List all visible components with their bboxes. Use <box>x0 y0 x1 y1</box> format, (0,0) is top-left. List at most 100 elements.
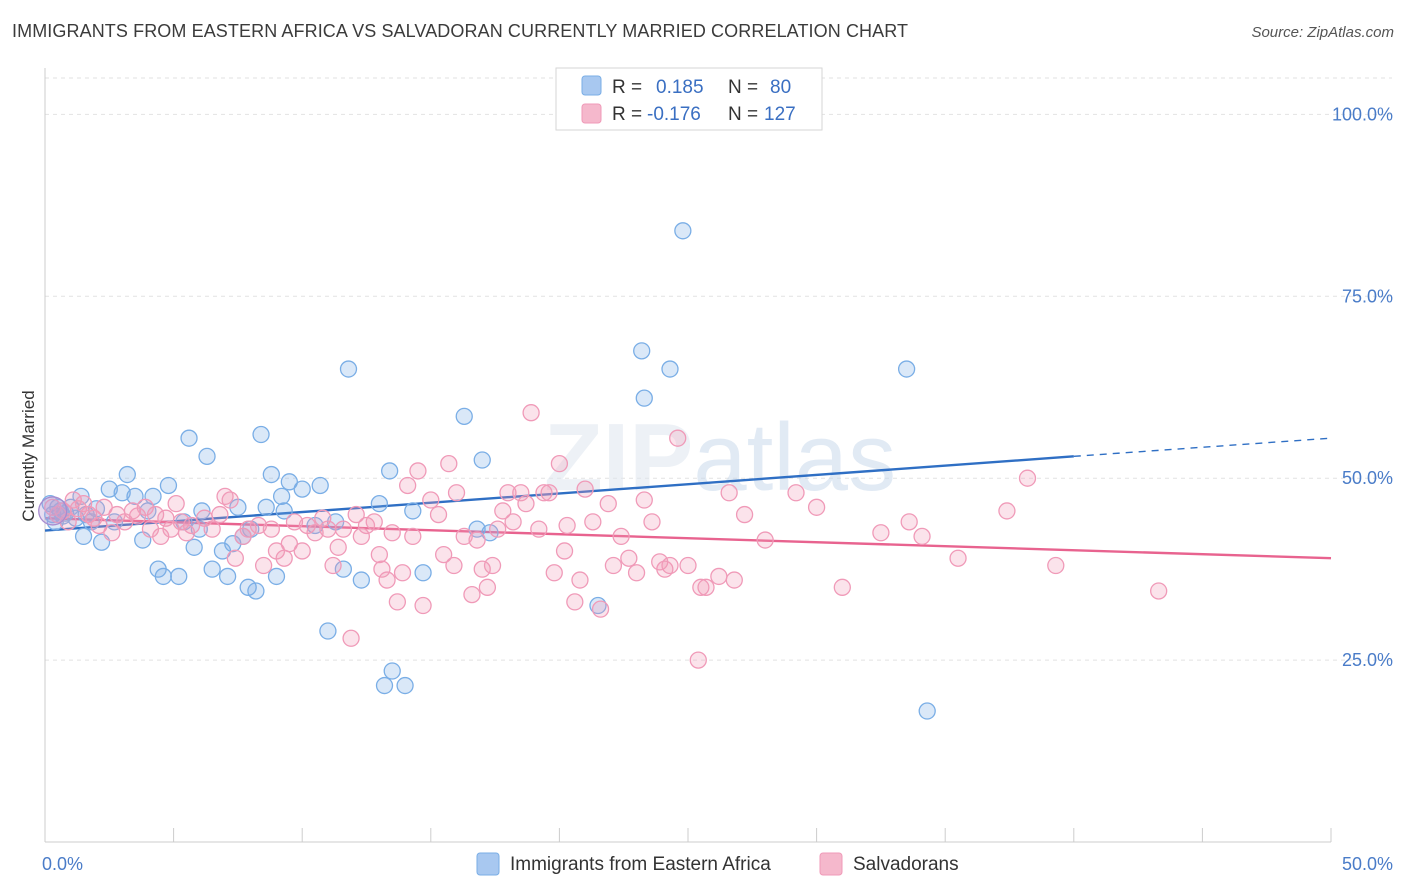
data-point <box>555 542 574 560</box>
data-point <box>180 429 198 447</box>
data-point <box>314 509 332 527</box>
data-point <box>489 520 507 538</box>
data-point <box>154 567 172 586</box>
data-point <box>306 524 324 542</box>
data-point <box>473 451 491 469</box>
data-point <box>635 389 653 407</box>
data-point <box>504 513 522 531</box>
data-point <box>172 513 190 531</box>
data-point <box>627 564 646 582</box>
data-point <box>380 462 399 480</box>
x-tick-label-right: 50.0% <box>1342 854 1393 874</box>
data-point <box>566 593 584 611</box>
data-point <box>123 502 142 520</box>
legend-r-label-2: R = <box>612 104 642 125</box>
data-point <box>473 560 491 578</box>
legend-swatch-pink <box>581 103 602 124</box>
legend-r-value-2: -0.176 <box>647 104 701 125</box>
data-point <box>1047 556 1065 575</box>
data-point <box>422 491 440 509</box>
data-point <box>74 527 93 546</box>
x-tick-label-left: 0.0% <box>42 854 83 874</box>
data-point <box>679 556 697 575</box>
trend-line-0 <box>44 455 1074 532</box>
data-point <box>280 535 298 553</box>
data-point <box>293 542 311 560</box>
data-point <box>247 582 265 600</box>
data-point <box>463 585 481 604</box>
data-point <box>540 484 558 502</box>
data-point <box>913 527 931 546</box>
data-point <box>643 513 661 531</box>
data-point <box>203 560 221 578</box>
data-point <box>275 549 293 567</box>
data-point <box>293 480 311 498</box>
data-point <box>445 556 463 575</box>
data-point <box>612 527 630 546</box>
data-point <box>95 498 113 516</box>
data-point <box>787 484 805 502</box>
data-point <box>897 360 916 378</box>
data-point <box>697 578 715 596</box>
data-point <box>342 629 360 647</box>
data-point <box>522 404 540 422</box>
data-point <box>478 578 497 596</box>
data-point <box>239 520 257 538</box>
data-point <box>370 495 389 513</box>
data-point <box>126 487 144 506</box>
data-point <box>159 476 178 495</box>
data-point <box>604 556 623 575</box>
data-point <box>226 549 244 567</box>
data-point <box>146 505 165 524</box>
data-point <box>352 571 371 589</box>
data-point <box>329 538 347 556</box>
legend-n-value-2: 127 <box>764 104 796 125</box>
data-point <box>661 360 679 378</box>
data-point <box>262 520 280 538</box>
data-point <box>118 465 136 484</box>
data-point <box>447 484 466 502</box>
data-point <box>512 484 530 502</box>
data-point <box>396 676 414 695</box>
legend-n-label-1: N = <box>728 77 758 98</box>
data-point <box>833 578 851 596</box>
data-point <box>352 527 371 546</box>
data-point <box>571 571 589 589</box>
y-tick-label: 100.0% <box>1332 104 1393 124</box>
data-point <box>319 520 337 538</box>
data-point <box>545 564 563 582</box>
data-point <box>669 429 687 447</box>
legend-n-label-2: N = <box>728 104 758 125</box>
data-point <box>249 516 268 535</box>
data-point <box>674 222 692 240</box>
data-point <box>404 527 422 546</box>
data-point <box>64 491 82 509</box>
data-point <box>254 556 273 575</box>
y-axis-title: Currently Married <box>19 390 38 521</box>
data-point <box>599 495 617 513</box>
legend-bottom-label-1: Immigrants from Eastern Africa <box>510 854 771 875</box>
data-point <box>185 538 203 556</box>
data-point <box>1150 582 1168 600</box>
data-point <box>59 513 77 531</box>
data-point <box>455 527 473 546</box>
data-point <box>661 556 679 575</box>
data-point <box>285 513 304 531</box>
chart-title: IMMIGRANTS FROM EASTERN AFRICA VS SALVAD… <box>12 21 909 41</box>
y-tick-labels: 25.0% 50.0% 75.0% 100.0% <box>1332 104 1393 670</box>
data-point <box>198 447 216 466</box>
data-point <box>365 513 383 531</box>
data-point <box>272 487 291 506</box>
data-point <box>635 491 653 509</box>
data-point <box>530 520 548 538</box>
data-point <box>692 578 710 596</box>
data-point <box>113 484 131 502</box>
data-point <box>347 505 365 524</box>
data-point <box>378 571 396 589</box>
data-point <box>311 476 329 495</box>
data-point <box>535 484 553 502</box>
data-point <box>383 524 401 542</box>
legend-bottom-swatch-blue <box>476 852 500 876</box>
data-point <box>399 476 417 495</box>
data-point <box>440 454 458 473</box>
